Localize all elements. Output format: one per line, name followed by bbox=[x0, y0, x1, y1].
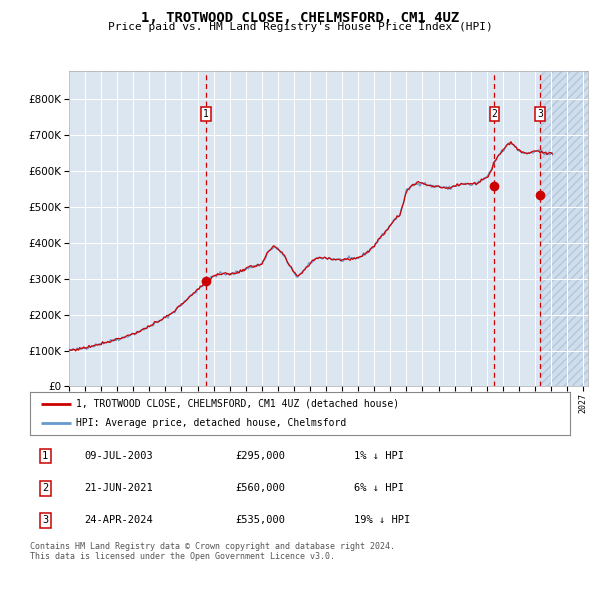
Text: £560,000: £560,000 bbox=[235, 483, 285, 493]
Text: 19% ↓ HPI: 19% ↓ HPI bbox=[354, 515, 410, 525]
Text: 1: 1 bbox=[42, 451, 48, 461]
Text: 1: 1 bbox=[203, 109, 209, 119]
Text: Contains HM Land Registry data © Crown copyright and database right 2024.
This d: Contains HM Land Registry data © Crown c… bbox=[30, 542, 395, 561]
Text: £535,000: £535,000 bbox=[235, 515, 285, 525]
Text: 24-APR-2024: 24-APR-2024 bbox=[84, 515, 153, 525]
Text: 2: 2 bbox=[42, 483, 48, 493]
Text: 1, TROTWOOD CLOSE, CHELMSFORD, CM1 4UZ: 1, TROTWOOD CLOSE, CHELMSFORD, CM1 4UZ bbox=[141, 11, 459, 25]
Text: 09-JUL-2003: 09-JUL-2003 bbox=[84, 451, 153, 461]
Text: 3: 3 bbox=[42, 515, 48, 525]
Text: £295,000: £295,000 bbox=[235, 451, 285, 461]
Text: 1, TROTWOOD CLOSE, CHELMSFORD, CM1 4UZ (detached house): 1, TROTWOOD CLOSE, CHELMSFORD, CM1 4UZ (… bbox=[76, 399, 399, 409]
Text: 3: 3 bbox=[537, 109, 543, 119]
Text: 1% ↓ HPI: 1% ↓ HPI bbox=[354, 451, 404, 461]
Text: HPI: Average price, detached house, Chelmsford: HPI: Average price, detached house, Chel… bbox=[76, 418, 346, 428]
Text: Price paid vs. HM Land Registry's House Price Index (HPI): Price paid vs. HM Land Registry's House … bbox=[107, 22, 493, 32]
Bar bbox=[540, 71, 588, 386]
Text: 21-JUN-2021: 21-JUN-2021 bbox=[84, 483, 153, 493]
Text: 6% ↓ HPI: 6% ↓ HPI bbox=[354, 483, 404, 493]
Text: 2: 2 bbox=[491, 109, 497, 119]
